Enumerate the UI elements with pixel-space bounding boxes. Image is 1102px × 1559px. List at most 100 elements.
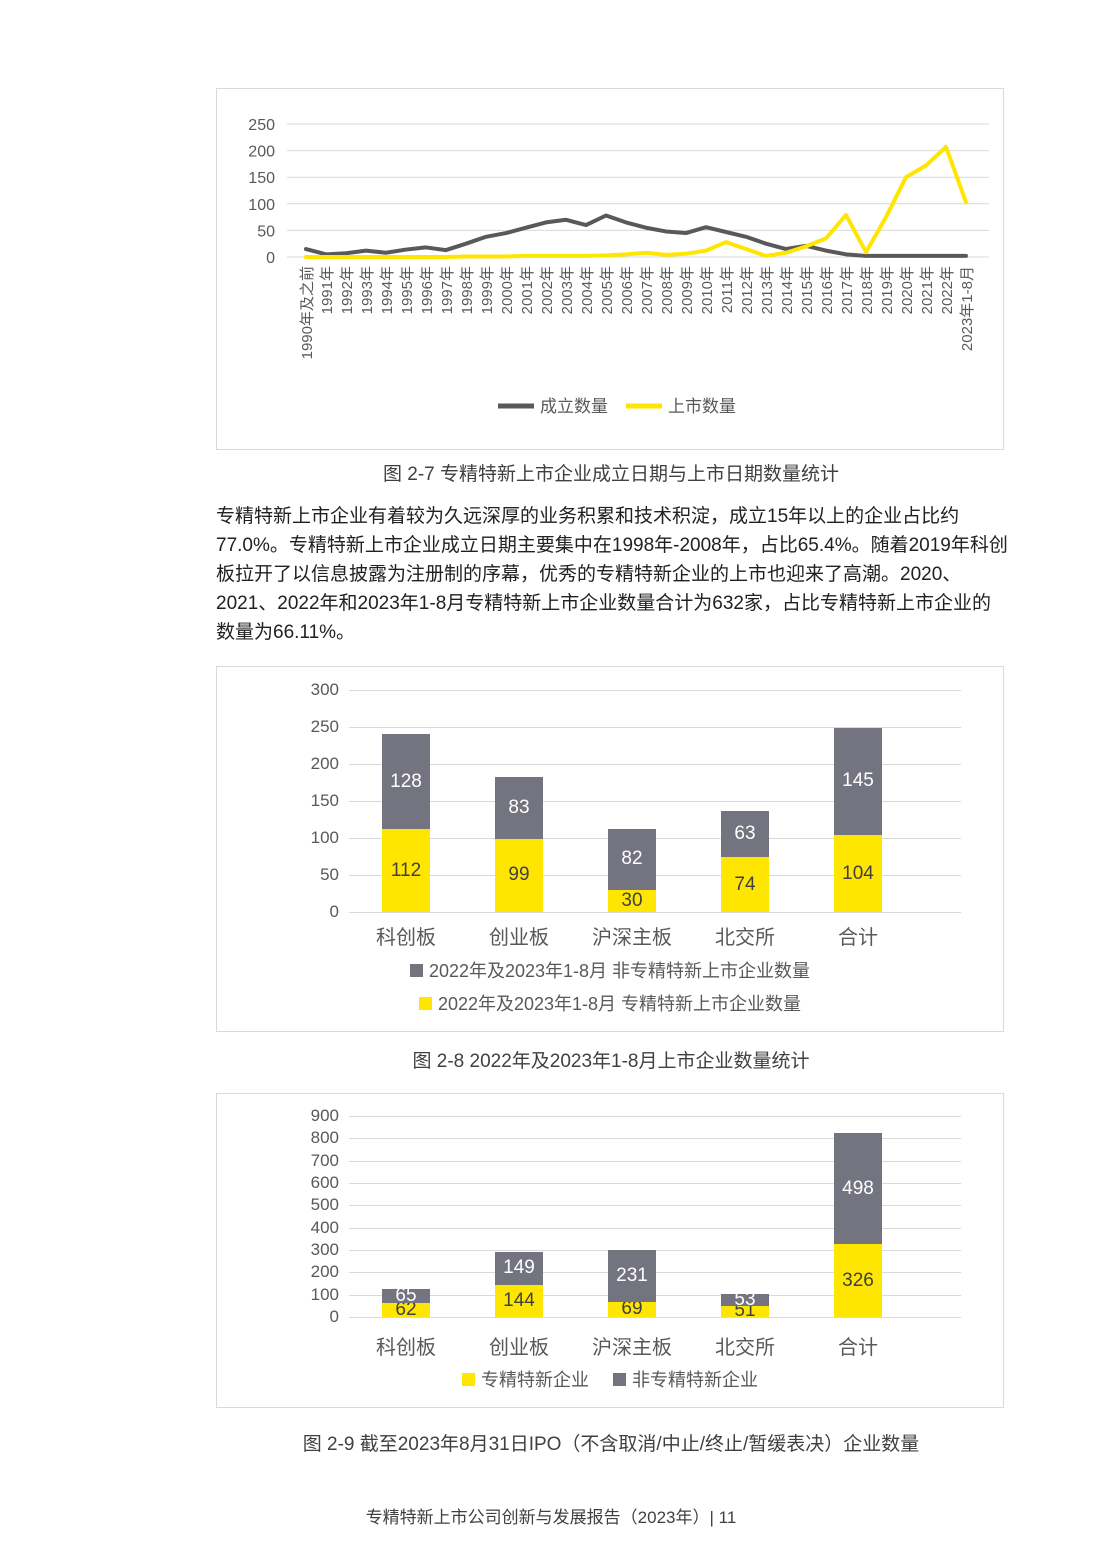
bar-value-label: 63 [734,822,756,844]
legend-swatch [418,996,432,1010]
legend-label: 2022年及2023年1-8月 专精特新上市企业数量 [437,994,802,1014]
x-axis-tick-label: 1997年 [439,266,456,314]
bar-segment [382,1288,430,1304]
legend-label: 专精特新企业 [481,1370,589,1390]
y-axis-tick-label: 100 [248,197,275,214]
bar-segment [495,777,543,839]
legend-label: 2022年及2023年1-8月 非专精特新上市企业数量 [428,961,811,981]
x-axis-tick-label: 2014年 [779,266,796,314]
x-axis-tick-label: 2003年 [559,266,576,314]
legend-row: 2022年及2023年1-8月 非专精特新上市企业数量 [217,957,1003,983]
legend-item: 2022年及2023年1-8月 非专精特新上市企业数量 [409,957,811,983]
y-axis-tick-label: 400 [310,1217,339,1237]
x-axis-category-label: 沪深主板 [592,1337,672,1359]
y-axis-tick-label: 250 [248,117,275,134]
x-axis-tick-label: 2016年 [819,266,836,314]
y-axis-tick-label: 0 [329,902,339,921]
x-axis-tick-label: 2018年 [859,266,876,314]
y-axis-tick-label: 100 [310,1284,339,1304]
bar-chart-plot: 0 100 200 300 400 500 600 700 800 900 62 65 科创板 144 14… [217,1094,1003,1407]
bar-segment [608,829,656,890]
bar-segment [721,810,769,858]
gridline [349,1160,961,1162]
bar-value-label: 128 [390,770,422,792]
x-axis-category-label: 创业板 [489,927,549,949]
x-axis-tick-label: 2006年 [619,266,636,314]
x-axis-tick-label: 2007年 [639,266,656,314]
y-axis-tick-label: 700 [310,1150,339,1170]
y-axis-tick-label: 300 [310,680,339,699]
x-axis-tick-label: 2023年1-8月 [959,266,976,351]
y-axis-tick-label: 600 [310,1173,339,1193]
y-axis-tick-label: 200 [310,754,339,773]
bar-value-label: 145 [842,770,874,792]
bar-segment [495,1251,543,1285]
bar-segment [382,1303,430,1317]
y-axis-tick-label: 50 [320,865,339,884]
legend-row: 专精特新企业 非专精特新企业 [217,1366,1003,1392]
legend-item: 2022年及2023年1-8月 专精特新上市企业数量 [418,990,802,1016]
gridline [349,1138,961,1140]
bar-value-label: 74 [734,873,756,895]
gridline [349,1116,961,1118]
bar-value-label: 149 [503,1257,535,1279]
bar-segment [721,1305,769,1317]
x-axis-tick-label: 1993年 [359,266,376,314]
y-axis-tick-label: 500 [310,1195,339,1215]
bar-value-label: 99 [508,864,530,886]
bar-value-label: 144 [503,1289,535,1311]
bar-segment [721,1293,769,1306]
x-axis-tick-label: 2002年 [539,266,556,314]
x-axis-tick-label: 2000年 [499,266,516,314]
x-axis-tick-label: 2009年 [679,266,696,314]
legend-item: 专精特新企业 [462,1366,589,1392]
bar-value-label: 231 [616,1264,648,1286]
line-series-上市数量 [304,144,968,259]
y-axis-tick-label: 150 [248,170,275,187]
y-axis-tick-label: 100 [310,828,339,847]
x-axis-tick-label: 2013年 [759,266,776,314]
bar-value-label: 30 [621,889,643,911]
legend-row: 2022年及2023年1-8月 专精特新上市企业数量 [217,990,1003,1016]
x-axis-tick-label: 1996年 [419,266,436,314]
bar-segment [495,1284,543,1317]
bar-value-label: 53 [734,1288,756,1310]
y-axis-tick-label: 250 [310,717,339,736]
bar-segment [382,829,430,912]
x-axis-tick-label: 1995年 [399,266,416,314]
x-axis-tick-label: 1992年 [339,266,356,314]
bar-segment [608,1250,656,1302]
bar-segment [834,1244,882,1317]
x-axis-tick-label: 1991年 [319,266,336,314]
y-axis-tick-label: 900 [310,1106,339,1126]
x-axis-tick-label: 2022年 [939,266,956,314]
x-axis-tick-label: 2004年 [579,266,596,314]
body-paragraph: 专精特新上市企业有着较为久远深厚的业务积累和技术积淀，成立15年以上的企业占比约… [216,506,1008,643]
x-axis-category-label: 科创板 [376,927,436,949]
legend-label: 成立数量 [540,397,608,416]
figure-2-7-line-chart: 0 50 100 150 200 250 1990年及之前 1991年 1992年 1993年 19… [216,88,1004,450]
bar-chart-plot: 0 50 100 150 200 250 300 112 128 科创板 99 83 创业板 30 82 沪深… [217,667,1003,1031]
x-axis-category-label: 合计 [838,1337,878,1359]
x-axis-tick-label: 2019年 [879,266,896,314]
x-axis-tick-label: 2001年 [519,266,536,314]
legend-swatch [409,963,423,977]
y-axis-tick-label: 800 [310,1128,339,1148]
bar-value-label: 326 [842,1269,874,1291]
x-axis-tick-label: 2010年 [699,266,716,314]
x-axis-category-label: 沪深主板 [592,927,672,949]
x-axis-tick-label: 1998年 [459,266,476,314]
x-axis-category-label: 合计 [838,927,878,949]
gridline [349,1317,961,1318]
figure-2-8-caption: 图 2-8 2022年及2023年1-8月上市企业数量统计 [412,1051,810,1072]
bar-segment [721,857,769,912]
y-axis-tick-label: 50 [257,223,275,240]
gridline [349,1205,961,1207]
x-axis-tick-label: 2011年 [719,266,736,313]
legend-label: 非专精特新企业 [632,1370,758,1390]
gridline [349,912,961,913]
legend-label: 上市数量 [668,397,736,416]
x-axis-tick-label: 2021年 [919,266,936,314]
